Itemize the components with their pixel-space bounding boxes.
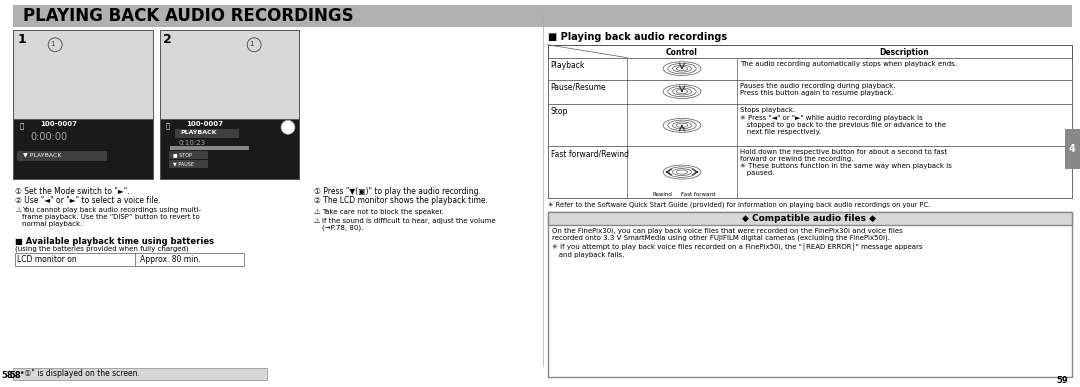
Bar	[548, 5, 1072, 27]
Bar	[168, 160, 208, 168]
Text: 100-0007: 100-0007	[187, 122, 224, 127]
Bar	[15, 253, 244, 265]
Text: Playback: Playback	[551, 61, 585, 70]
Bar	[548, 104, 1072, 146]
Text: 59: 59	[1056, 376, 1068, 385]
Text: ① Press "▼(▣)" to play the audio recording.: ① Press "▼(▣)" to play the audio recordi…	[314, 187, 481, 196]
Text: 0:00:00: 0:00:00	[30, 132, 67, 142]
Bar	[13, 368, 267, 380]
Text: 0:10:23: 0:10:23	[178, 140, 205, 146]
Text: LCD monitor on: LCD monitor on	[17, 255, 77, 264]
Text: PLAYBACK: PLAYBACK	[180, 130, 217, 135]
Text: 4: 4	[1069, 144, 1076, 154]
Text: PLAYING BACK AUDIO RECORDINGS: PLAYING BACK AUDIO RECORDINGS	[24, 7, 354, 25]
Bar	[548, 80, 1072, 104]
Bar	[548, 212, 1072, 377]
Text: ✳ Refer to the Software Quick Start Guide (provided) for information on playing : ✳ Refer to the Software Quick Start Guid…	[548, 201, 930, 207]
Text: 🎤: 🎤	[165, 122, 170, 129]
Text: 1: 1	[50, 41, 54, 47]
Bar	[168, 151, 208, 159]
Text: Stops playback.
✳ Press "◄" or "►" while audio recording playback is
   stopped : Stops playback. ✳ Press "◄" or "►" while…	[740, 108, 946, 135]
Text: Pause/Resume: Pause/Resume	[551, 82, 606, 92]
Text: On the FinePix30i, you can play back voice files that were recorded on the FineP: On the FinePix30i, you can play back voi…	[552, 228, 922, 258]
Text: Pauses the audio recording during playback.
Press this button again to resume pl: Pauses the audio recording during playba…	[740, 82, 895, 96]
Bar	[548, 58, 1072, 80]
Bar	[13, 30, 152, 119]
Text: ◆ Compatible audio files ◆: ◆ Compatible audio files ◆	[742, 214, 876, 223]
Text: ② The LCD monitor shows the playback time.: ② The LCD monitor shows the playback tim…	[314, 196, 488, 205]
Text: •①" is displayed on the screen.: •①" is displayed on the screen.	[21, 369, 140, 378]
Text: ▼ PAUSE: ▼ PAUSE	[173, 161, 193, 166]
Text: ① Set the Mode switch to "►".: ① Set the Mode switch to "►".	[15, 187, 130, 196]
Text: ■ STOP: ■ STOP	[173, 152, 191, 157]
Bar	[13, 5, 660, 27]
Text: 🎤: 🎤	[19, 122, 24, 129]
Text: Rewind: Rewind	[652, 192, 672, 197]
Circle shape	[281, 120, 295, 134]
Bar	[160, 119, 299, 179]
Text: 100-0007: 100-0007	[40, 122, 78, 127]
Bar	[13, 119, 152, 179]
Text: Description: Description	[879, 48, 929, 57]
Text: 1: 1	[17, 33, 26, 46]
Bar	[170, 146, 249, 150]
Text: Hold down the respective button for about a second to fast
forward or rewind the: Hold down the respective button for abou…	[740, 149, 951, 176]
Bar	[1065, 129, 1080, 169]
Text: Stop: Stop	[551, 108, 568, 116]
Text: 58: 58	[2, 371, 13, 380]
Text: Take care not to block the speaker.: Take care not to block the speaker.	[322, 209, 444, 215]
Text: ⚠: ⚠	[314, 218, 320, 224]
Text: Fast forward/Rewind: Fast forward/Rewind	[551, 149, 629, 158]
Text: You cannot play back audio recordings using multi-
frame playback. Use the “DISP: You cannot play back audio recordings us…	[23, 207, 201, 227]
Bar	[548, 146, 1072, 198]
Text: ⚠: ⚠	[314, 209, 320, 215]
Bar	[548, 212, 1072, 225]
Text: 1: 1	[248, 41, 254, 47]
Text: ▼ PLAYBACK: ▼ PLAYBACK	[24, 152, 62, 157]
Text: (using the batteries provided when fully charged): (using the batteries provided when fully…	[15, 246, 189, 252]
Bar	[175, 129, 240, 138]
Bar	[160, 30, 299, 119]
Text: 2: 2	[285, 123, 289, 129]
Text: Control: Control	[666, 48, 698, 57]
Text: 58: 58	[10, 371, 21, 380]
Text: ⚠: ⚠	[15, 207, 22, 213]
Bar	[17, 151, 107, 161]
Text: 2: 2	[163, 33, 172, 46]
Bar	[548, 45, 1072, 198]
Bar	[548, 45, 1072, 58]
Text: ② Use "◄" or "►" to select a voice file.: ② Use "◄" or "►" to select a voice file.	[15, 196, 161, 205]
Text: Fast forward: Fast forward	[680, 192, 715, 197]
Text: Approx. 80 min.: Approx. 80 min.	[139, 255, 201, 264]
Text: If the sound is difficult to hear, adjust the volume
(→P.78, 80).: If the sound is difficult to hear, adjus…	[322, 218, 496, 231]
Text: ■ Available playback time using batteries: ■ Available playback time using batterie…	[15, 237, 214, 246]
Text: The audio recording automatically stops when playback ends.: The audio recording automatically stops …	[740, 61, 957, 67]
Text: ■ Playing back audio recordings: ■ Playing back audio recordings	[548, 32, 727, 42]
